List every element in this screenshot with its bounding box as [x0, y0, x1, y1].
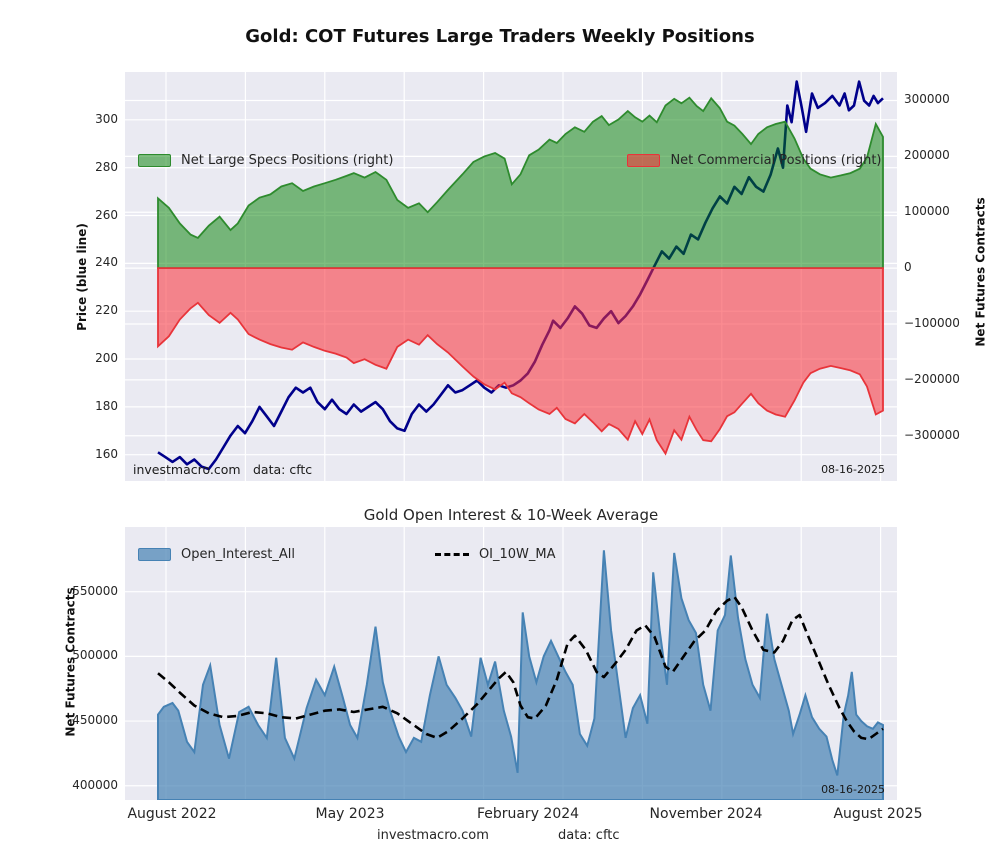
axis-tick-label: 500000 [72, 648, 118, 663]
axis-tick-label: 160 [95, 446, 118, 461]
axis-tick-label: 200000 [904, 148, 950, 163]
net-specs-edge [157, 96, 884, 269]
axis-tick-label: 450000 [72, 713, 118, 728]
axis-tick-label: 300 [95, 111, 118, 126]
red-area-swatch [627, 154, 661, 167]
net-specs-area [158, 97, 883, 269]
net-commercials-edge [157, 267, 884, 456]
date-label-bottom-chart: 08-16-2025 [821, 783, 885, 796]
date-label-top-chart: 08-16-2025 [821, 463, 885, 476]
source-footer: data: cftc [558, 828, 620, 843]
xaxis-tick-label: May 2023 [315, 806, 385, 822]
axis-tick-label: 300000 [904, 92, 950, 107]
green-area-swatch [138, 154, 171, 167]
axis-tick-label: 260 [95, 207, 118, 222]
bottom-chart-title: Gold Open Interest & 10-Week Average [363, 506, 659, 524]
axis-tick-label: 180 [95, 398, 118, 413]
legend-label-oi-ma: OI_10W_MA [478, 547, 556, 562]
open-interest-area [158, 550, 883, 800]
open-interest-swatch [138, 548, 171, 561]
legend-label-net-large-specs: Net Large Specs Positions (right) [181, 153, 394, 168]
top-chart-ylabel-right: Net Futures Contracts [973, 197, 988, 347]
axis-tick-label: 200 [95, 351, 118, 366]
xaxis-tick-label: February 2024 [476, 806, 580, 822]
axis-tick-label: 550000 [72, 583, 118, 598]
axis-tick-label: 220 [95, 303, 118, 318]
source-top-chart: data: cftc [253, 462, 313, 477]
axis-tick-label: 400000 [72, 777, 118, 792]
bottom-chart-plot-area: Open_Interest_All OI_10W_MA 08-16-2025 [125, 527, 897, 800]
watermark-top-chart: investmacro.com [133, 462, 241, 477]
top-chart-plot-area: Net Large Specs Positions (right) Net Co… [125, 72, 897, 481]
axis-tick-label: 280 [95, 159, 118, 174]
ma-dash-swatch [434, 553, 469, 556]
legend-label-open-interest: Open_Interest_All [181, 547, 295, 562]
top-chart-canvas [125, 72, 897, 481]
axis-tick-label: −100000 [904, 315, 960, 330]
axis-tick-label: −300000 [904, 427, 960, 442]
xaxis-tick-label: August 2025 [833, 806, 923, 822]
watermark-footer: investmacro.com [377, 828, 489, 843]
oi-ma-line [157, 595, 884, 741]
bottom-chart-legend: Open_Interest_All OI_10W_MA [138, 547, 556, 562]
xaxis-tick-label: November 2024 [649, 806, 763, 822]
figure-title: Gold: COT Futures Large Traders Weekly P… [245, 26, 755, 47]
axis-tick-label: 100000 [904, 204, 950, 219]
xaxis-tick-label: August 2022 [127, 806, 217, 822]
top-chart-legend: Net Large Specs Positions (right) Net Co… [138, 153, 881, 168]
axis-tick-label: 240 [95, 255, 118, 270]
axis-tick-label: −200000 [904, 371, 960, 386]
bottom-chart-canvas [125, 527, 897, 800]
legend-label-net-commercials: Net Commercial Positions (right) [670, 153, 882, 168]
net-commercials-area [158, 268, 883, 454]
axis-tick-label: 0 [904, 260, 912, 275]
